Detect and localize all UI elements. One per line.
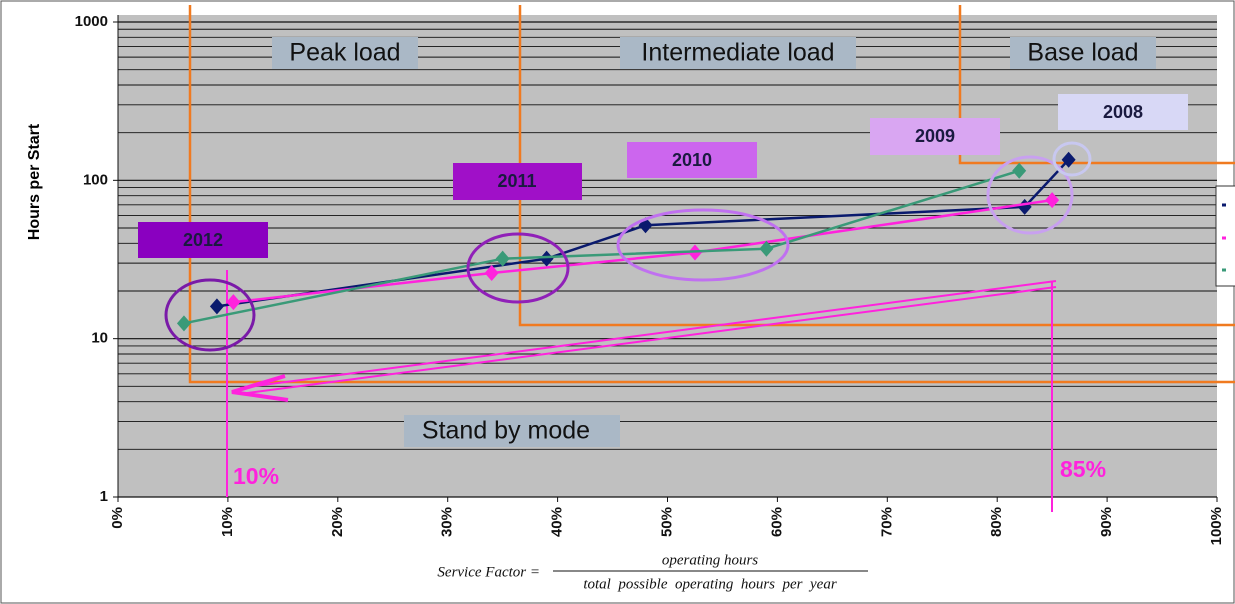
x-tick-label: 50% bbox=[658, 507, 675, 537]
point bbox=[1012, 162, 1027, 179]
x-tick-label: 80% bbox=[988, 507, 1005, 537]
year-box bbox=[138, 222, 268, 258]
point bbox=[539, 250, 554, 267]
circle bbox=[164, 278, 256, 352]
series-line bbox=[183, 169, 1020, 325]
arrow-line bbox=[239, 286, 1057, 395]
arrow bbox=[231, 280, 1057, 402]
y-tick-label: 1000 bbox=[75, 13, 108, 30]
base-boundary bbox=[958, 5, 1235, 165]
point bbox=[495, 250, 510, 267]
legend-box bbox=[1215, 185, 1235, 287]
x-tick-label: 40% bbox=[549, 507, 566, 537]
x-tick-label: 60% bbox=[768, 507, 785, 537]
threshold-label: 85% bbox=[1060, 456, 1106, 482]
x-tick-label: 0% bbox=[109, 507, 126, 529]
circle bbox=[1052, 141, 1092, 177]
x-tick-label: 100% bbox=[1208, 507, 1225, 545]
year-label: 2008 bbox=[1103, 102, 1143, 122]
x-tick-label: 20% bbox=[329, 507, 346, 537]
formula-denominator: total possible operating hours per year bbox=[583, 576, 836, 592]
x-tick-label: 30% bbox=[439, 507, 456, 537]
region-label: Intermediate load bbox=[641, 39, 834, 67]
circle bbox=[466, 232, 570, 304]
legend-stub bbox=[1215, 185, 1235, 287]
point bbox=[209, 298, 224, 315]
label-box bbox=[404, 415, 620, 447]
year-box bbox=[1058, 94, 1188, 130]
x-tick-label: 70% bbox=[878, 507, 895, 537]
year-label: 2010 bbox=[672, 150, 712, 170]
year-box bbox=[870, 118, 1000, 155]
point bbox=[1045, 192, 1060, 209]
region-label: Peak load bbox=[289, 39, 400, 67]
year-label: 2012 bbox=[183, 230, 223, 250]
x-tick-label: 10% bbox=[219, 507, 236, 537]
peak-boundary bbox=[188, 5, 1235, 384]
arrow-line bbox=[239, 280, 1057, 389]
point bbox=[759, 240, 774, 257]
y-tick-label: 10 bbox=[91, 330, 108, 347]
y-tick-label: 100 bbox=[83, 171, 108, 188]
formula-lhs: Service Factor = bbox=[437, 564, 540, 580]
year-box bbox=[453, 163, 582, 200]
intermediate-boundary bbox=[518, 5, 1235, 327]
region-label: Stand by mode bbox=[422, 417, 590, 445]
year-box bbox=[627, 142, 757, 178]
year-label: 2011 bbox=[497, 171, 536, 191]
region-label: Base load bbox=[1027, 39, 1138, 67]
point bbox=[226, 294, 241, 311]
point bbox=[1061, 151, 1076, 168]
region-lines bbox=[188, 5, 1235, 384]
series bbox=[176, 151, 1076, 332]
circle bbox=[986, 155, 1074, 235]
year-circles bbox=[164, 141, 1092, 352]
arrow-head bbox=[231, 374, 289, 402]
label-box bbox=[272, 37, 418, 69]
formula-numerator: operating hours bbox=[662, 552, 758, 568]
threshold-label: 10% bbox=[233, 463, 279, 489]
y-tick-label: 1 bbox=[100, 488, 108, 505]
y-axis-title: Hours per Start bbox=[26, 123, 43, 240]
point bbox=[484, 264, 499, 281]
point bbox=[176, 315, 191, 332]
x-tick-label: 90% bbox=[1098, 507, 1115, 537]
label-box bbox=[1010, 37, 1156, 69]
circle bbox=[616, 208, 790, 282]
label-box bbox=[620, 37, 856, 69]
year-label: 2009 bbox=[915, 126, 955, 146]
